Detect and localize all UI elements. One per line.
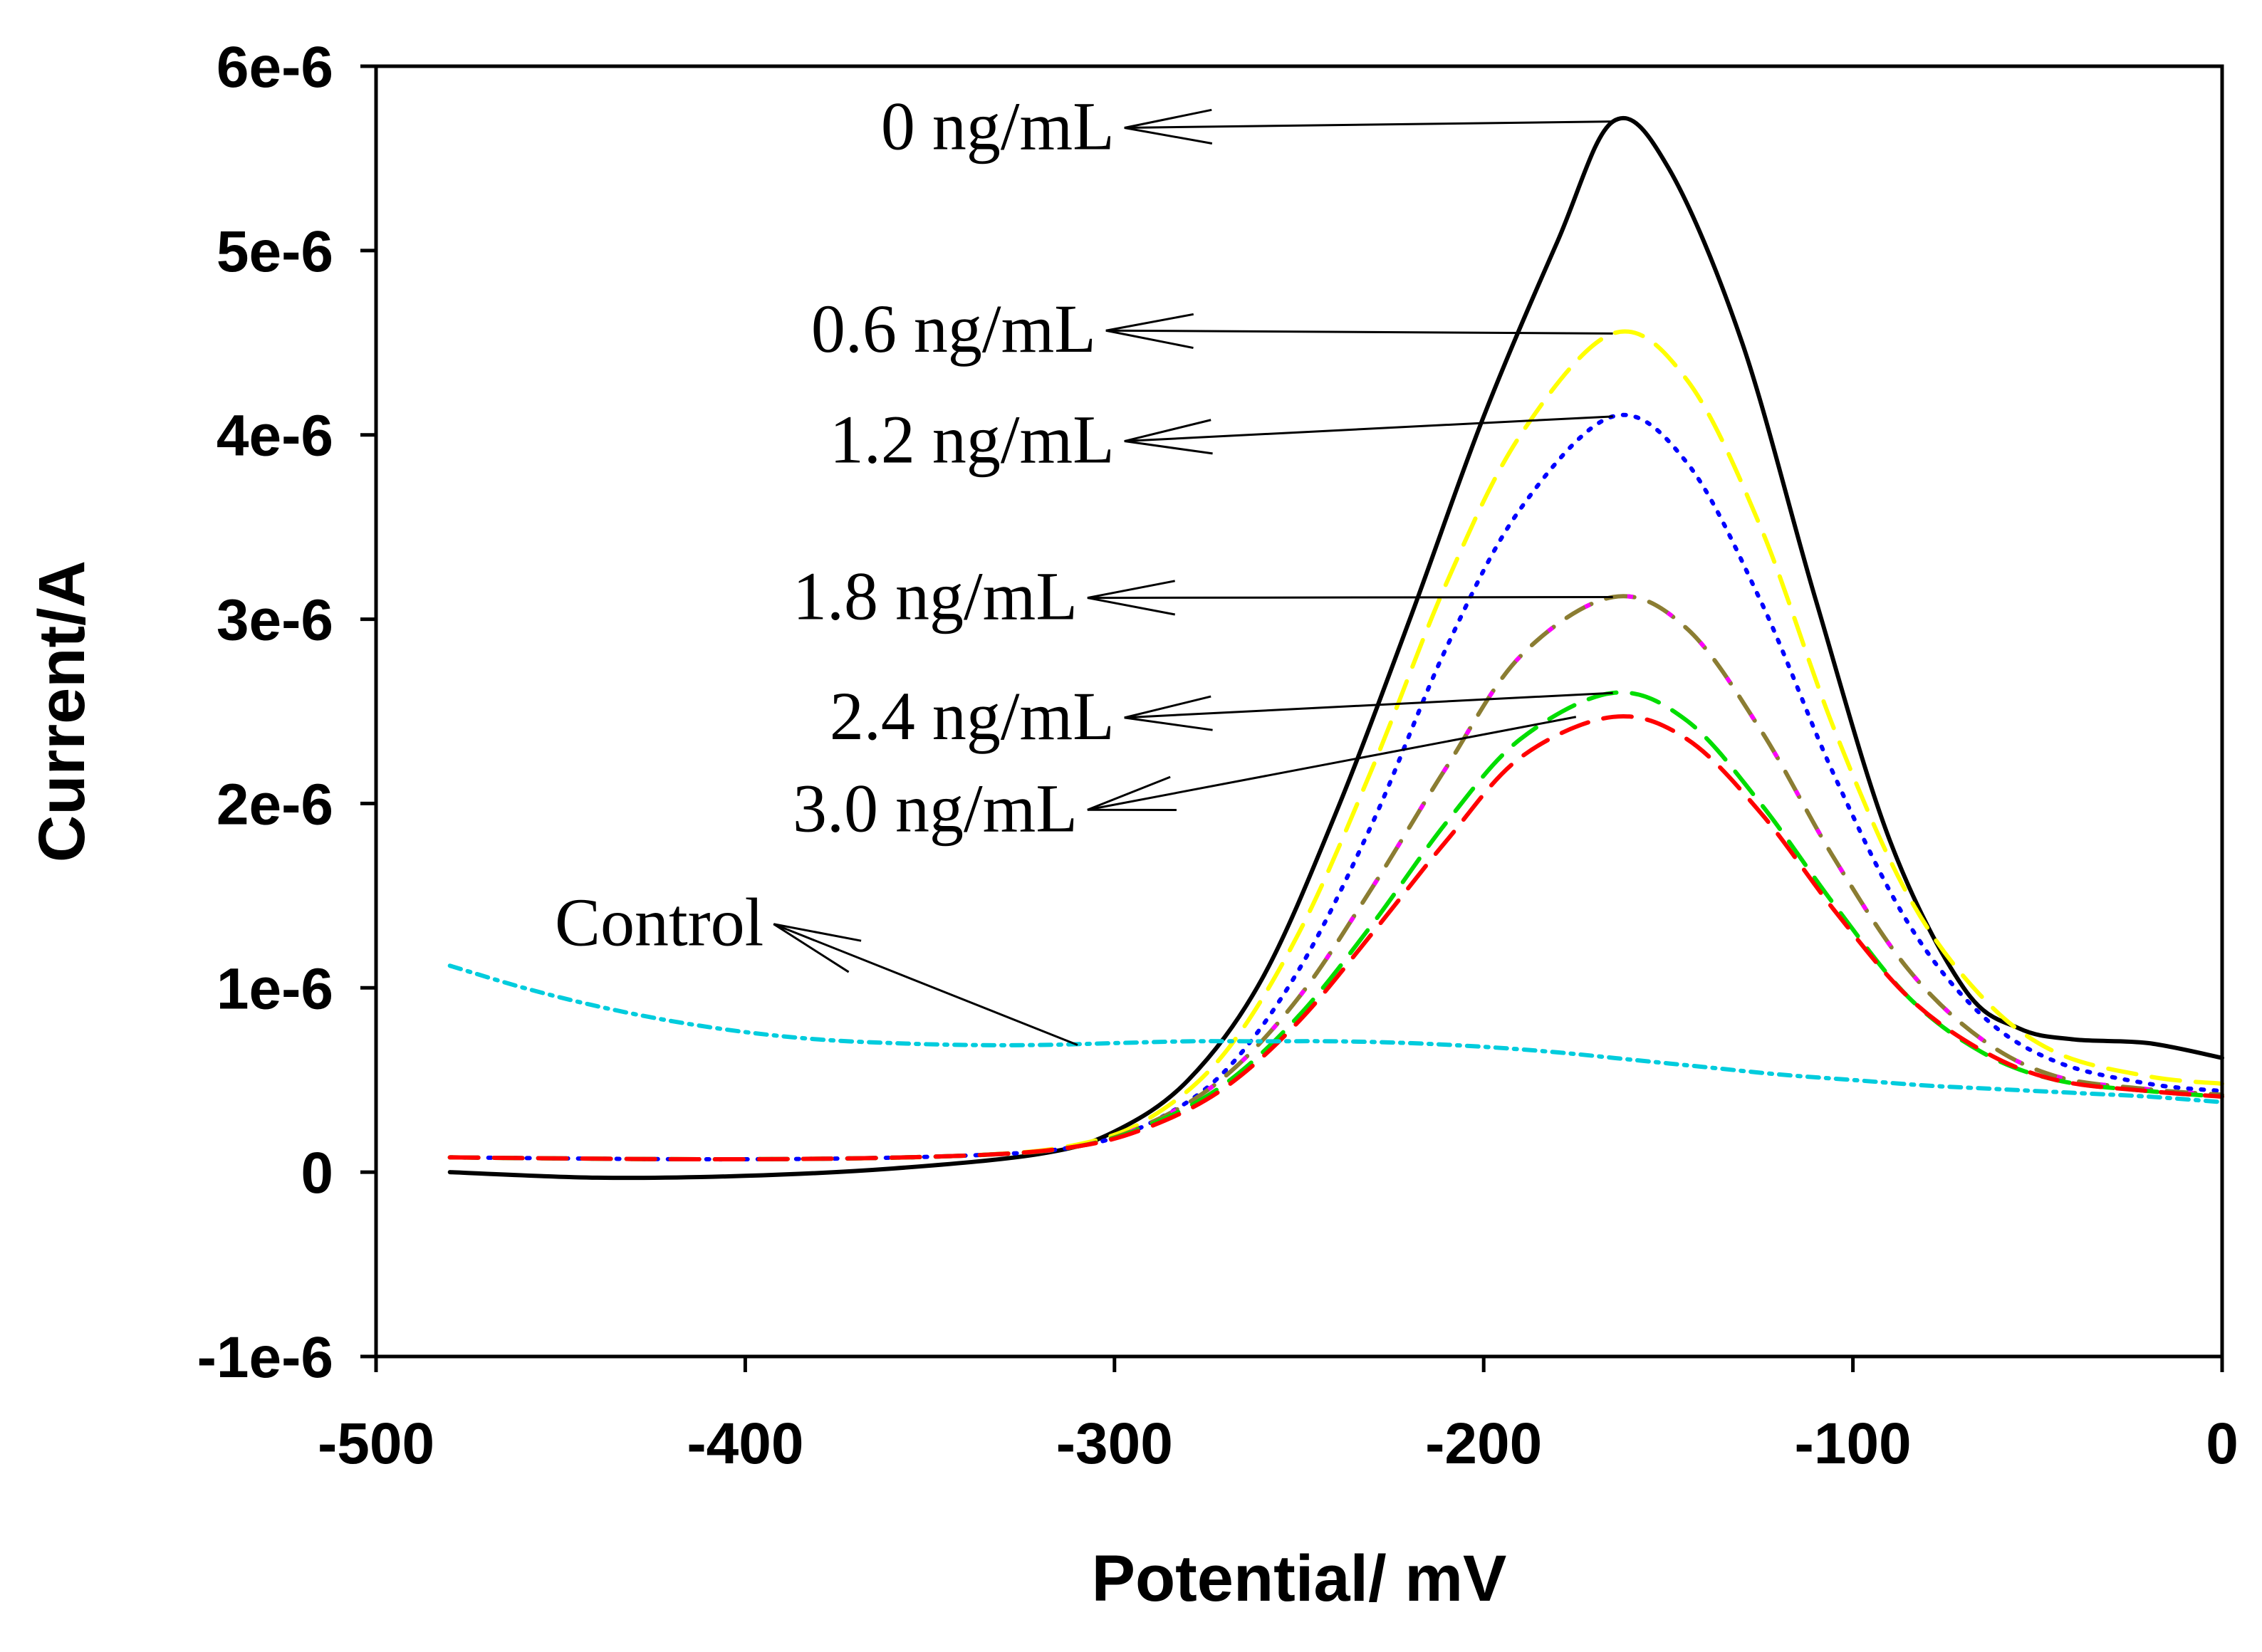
x-tick-label: 0 (2206, 1411, 2238, 1476)
plot-area-frame (374, 64, 2224, 1359)
series-line-3-0-ng-ml (447, 714, 2224, 1162)
annotation-label: 2.4 ng/mL (830, 678, 1115, 754)
series-line-control (447, 963, 2224, 1104)
y-tick-label: 4e-6 (217, 404, 333, 469)
annotation-arrow (1087, 596, 1613, 600)
annotation-layer: 0 ng/mL 0.6 ng/mL 1.2 ng/mL 1.8 ng/mL 2.4 ng… (555, 88, 1613, 1046)
series-line-1-8-overlay (449, 594, 2223, 1162)
y-tick-label: 5e-6 (217, 219, 333, 284)
series-line-1-2-ng-ml (447, 412, 2224, 1162)
x-tick-label: -100 (1795, 1411, 1912, 1476)
annotation-label: Control (555, 884, 763, 961)
x-tick-label: -400 (687, 1411, 803, 1476)
annotation-label: 3.0 ng/mL (793, 770, 1078, 846)
annotation-label: 0 ng/mL (881, 88, 1115, 164)
annotation-arrowhead (1087, 580, 1176, 616)
y-tick-label: 2e-6 (217, 772, 333, 837)
y-tick-label: 6e-6 (217, 35, 333, 100)
annotation-arrow (1124, 691, 1613, 719)
y-axis-title: Current/A (26, 560, 98, 862)
annotation-label: 1.2 ng/mL (830, 402, 1115, 478)
annotation-arrowhead (1124, 108, 1213, 145)
y-tick-label: -1e-6 (197, 1325, 333, 1390)
annotation-arrowhead (1124, 419, 1213, 455)
annotation-arrowhead (1124, 695, 1213, 731)
y-tick-label: 1e-6 (217, 956, 333, 1021)
x-axis-title: Potential/ mV (1092, 1542, 1507, 1615)
axis-layer: -500 -400 -300 -200 -100 0 -1e-6 0 1e-6 2e-6 3e-6 4… (197, 35, 2238, 1476)
annotation-arrow (773, 923, 1078, 1046)
series-line-0-ng-ml (447, 115, 2224, 1181)
x-tick-label: -300 (1056, 1411, 1173, 1476)
annotation-arrowhead (773, 923, 862, 973)
annotation-arrow (1087, 716, 1577, 811)
annotation-label: 0.6 ng/mL (811, 291, 1096, 367)
x-tick-label: -500 (318, 1411, 434, 1476)
annotation-label: 1.8 ng/mL (793, 558, 1078, 634)
annotation-arrow (1105, 329, 1613, 335)
y-tick-label: 0 (301, 1141, 333, 1206)
annotation-arrow (1124, 415, 1613, 443)
y-tick-label: 3e-6 (217, 588, 333, 653)
series-layer (447, 115, 2224, 1181)
annotation-arrow (1124, 120, 1613, 129)
annotation-arrowhead (1087, 775, 1177, 812)
x-tick-label: -200 (1425, 1411, 1542, 1476)
annotation-arrowhead (1105, 313, 1194, 350)
